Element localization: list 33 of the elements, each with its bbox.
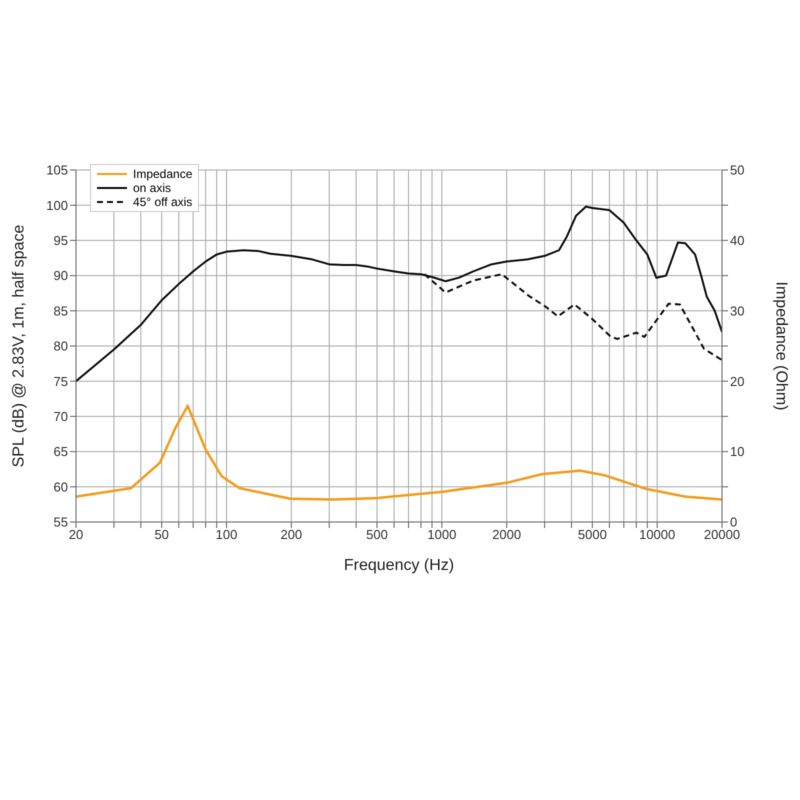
y-tick-label: 100 <box>46 198 68 213</box>
y-tick-label: 60 <box>54 479 68 494</box>
x-axis-title: Frequency (Hz) <box>344 557 454 574</box>
y-tick-label: 90 <box>54 268 68 284</box>
y-tick-label: 65 <box>54 444 68 460</box>
y2-tick-label: 10 <box>730 444 744 460</box>
x-tick-label: 20000 <box>704 527 740 542</box>
x-tick-label: 20 <box>68 527 84 542</box>
y2-tick-label: 30 <box>730 303 744 318</box>
legend-label: 45° off axis <box>133 195 192 209</box>
y2-tick-label: 40 <box>730 233 744 248</box>
y-tick-label: 105 <box>46 162 68 178</box>
y-tick-label: 80 <box>54 338 68 354</box>
y-tick-label: 75 <box>54 374 68 389</box>
y2-tick-label: 50 <box>730 162 744 178</box>
y2-axis-title: Impedance (Ohm) <box>772 282 790 410</box>
legend-label: Impedance <box>133 167 192 181</box>
x-tick-label: 1000 <box>427 527 456 542</box>
y-tick-label: 95 <box>54 233 68 248</box>
y2-tick-label: 20 <box>730 374 744 389</box>
x-tick-label: 2000 <box>492 527 522 542</box>
x-tick-label: 100 <box>216 527 238 542</box>
x-tick-label: 10000 <box>639 527 676 542</box>
x-tick-label: 50 <box>154 527 169 542</box>
y-tick-label: 70 <box>54 409 68 424</box>
x-tick-label: 5000 <box>578 527 607 542</box>
y-axis-title: SPL (dB) @ 2.83V, 1m, half space <box>10 224 28 468</box>
y-tick-label: 55 <box>54 514 68 530</box>
x-tick-label: 200 <box>280 527 302 542</box>
y-tick-label: 85 <box>54 303 68 318</box>
y2-tick-label: 0 <box>730 514 738 530</box>
legend-label: on axis <box>133 181 172 195</box>
x-tick-label: 500 <box>366 527 388 542</box>
